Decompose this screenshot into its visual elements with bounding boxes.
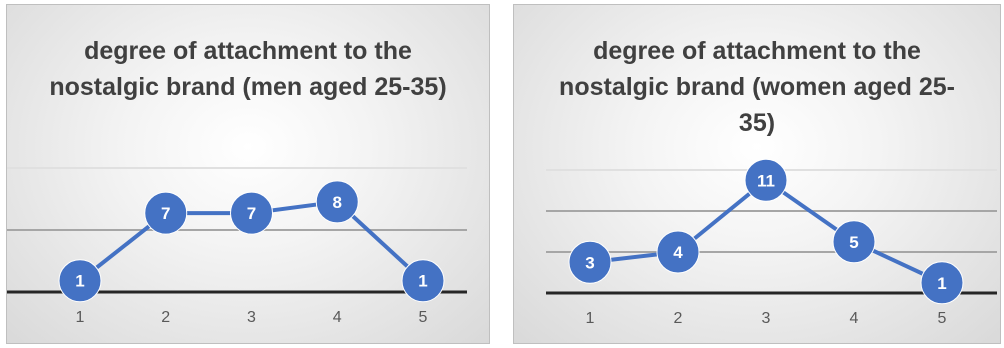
data-point — [568, 240, 612, 284]
data-point — [832, 220, 876, 264]
data-point — [230, 191, 273, 235]
chart-title: degree of attachment to the nostalgic br… — [49, 37, 447, 101]
chart-women: degree of attachment to the nostalgic br… — [513, 4, 1001, 344]
data-label: 7 — [161, 204, 170, 223]
x-tick-label: 5 — [419, 309, 428, 326]
data-label: 8 — [333, 193, 342, 212]
line-plot-men: 1 2 3 4 5 1 7 7 8 1 — [7, 167, 467, 326]
x-tick-label: 3 — [247, 309, 256, 326]
data-point — [315, 180, 359, 224]
line-plot-women: 1 2 3 4 5 3 4 11 5 1 — [546, 158, 997, 327]
x-tick-label: 3 — [762, 310, 771, 327]
data-point — [401, 259, 445, 303]
data-point — [920, 261, 964, 305]
data-label: 5 — [849, 233, 858, 252]
chart-title: degree of attachment to the nostalgic br… — [559, 37, 955, 137]
data-label: 4 — [673, 243, 683, 262]
x-tick-label: 1 — [76, 309, 85, 326]
chart-men: degree of attachment to the nostalgic br… — [6, 4, 490, 344]
x-tick-label: 5 — [938, 310, 947, 327]
data-label: 3 — [585, 253, 594, 272]
data-label: 11 — [757, 171, 775, 190]
data-label: 7 — [247, 204, 256, 223]
x-tick-label: 4 — [850, 310, 859, 327]
x-tick-label: 1 — [586, 310, 595, 327]
x-tick-label: 4 — [333, 309, 342, 326]
data-label: 1 — [75, 272, 84, 291]
data-point — [144, 191, 188, 235]
data-point — [58, 259, 102, 303]
x-tick-label: 2 — [674, 310, 683, 327]
x-tick-label: 2 — [161, 309, 170, 326]
data-label: 1 — [418, 272, 427, 291]
data-point — [656, 230, 700, 274]
data-point — [744, 158, 788, 202]
data-label: 1 — [937, 274, 946, 293]
